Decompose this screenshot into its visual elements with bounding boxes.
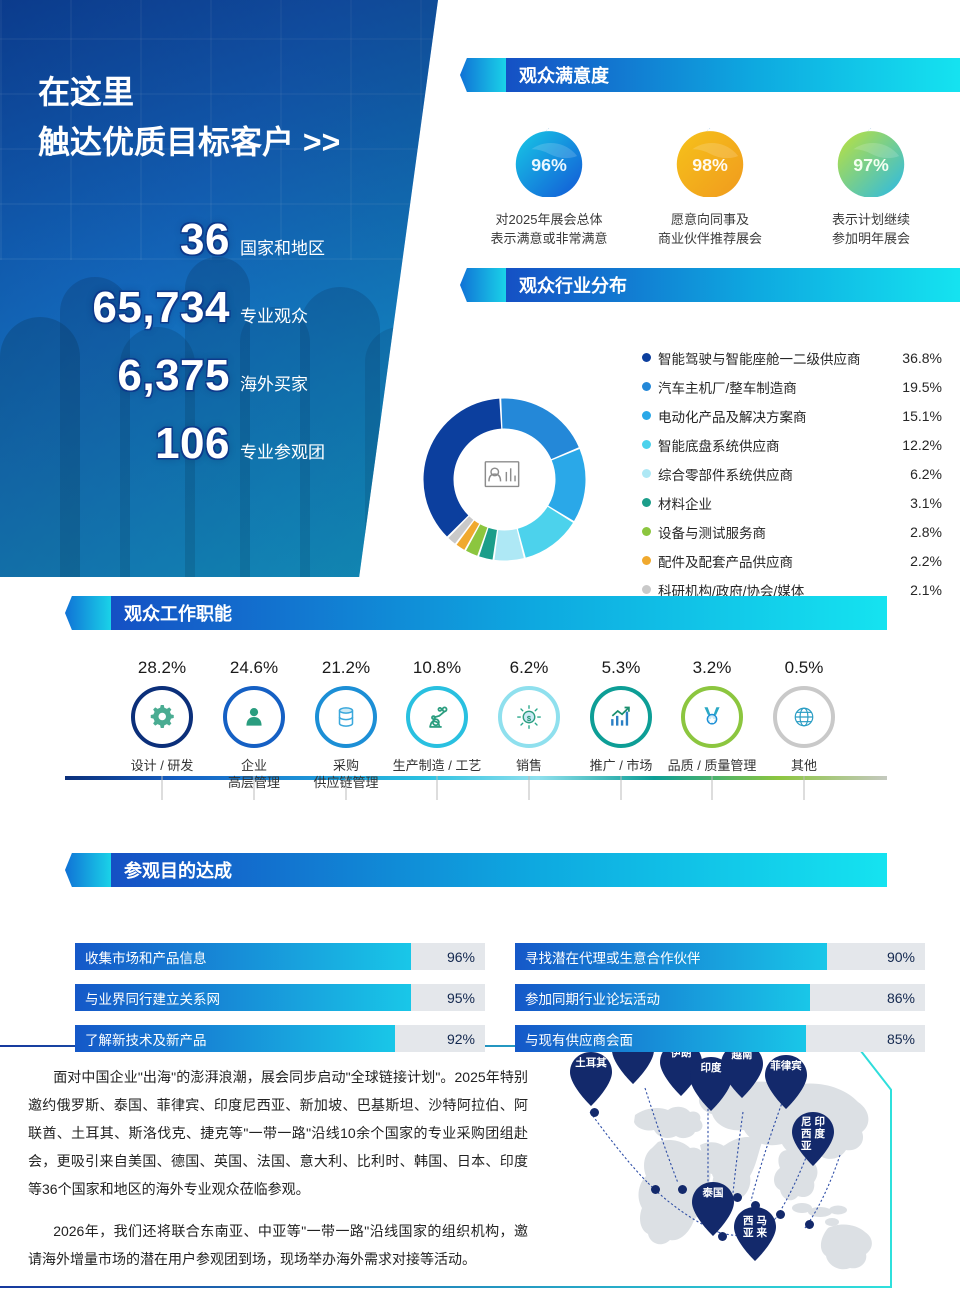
svg-text:97%: 97%: [853, 155, 889, 175]
svg-text:96%: 96%: [531, 155, 567, 175]
svg-text:98%: 98%: [692, 155, 728, 175]
